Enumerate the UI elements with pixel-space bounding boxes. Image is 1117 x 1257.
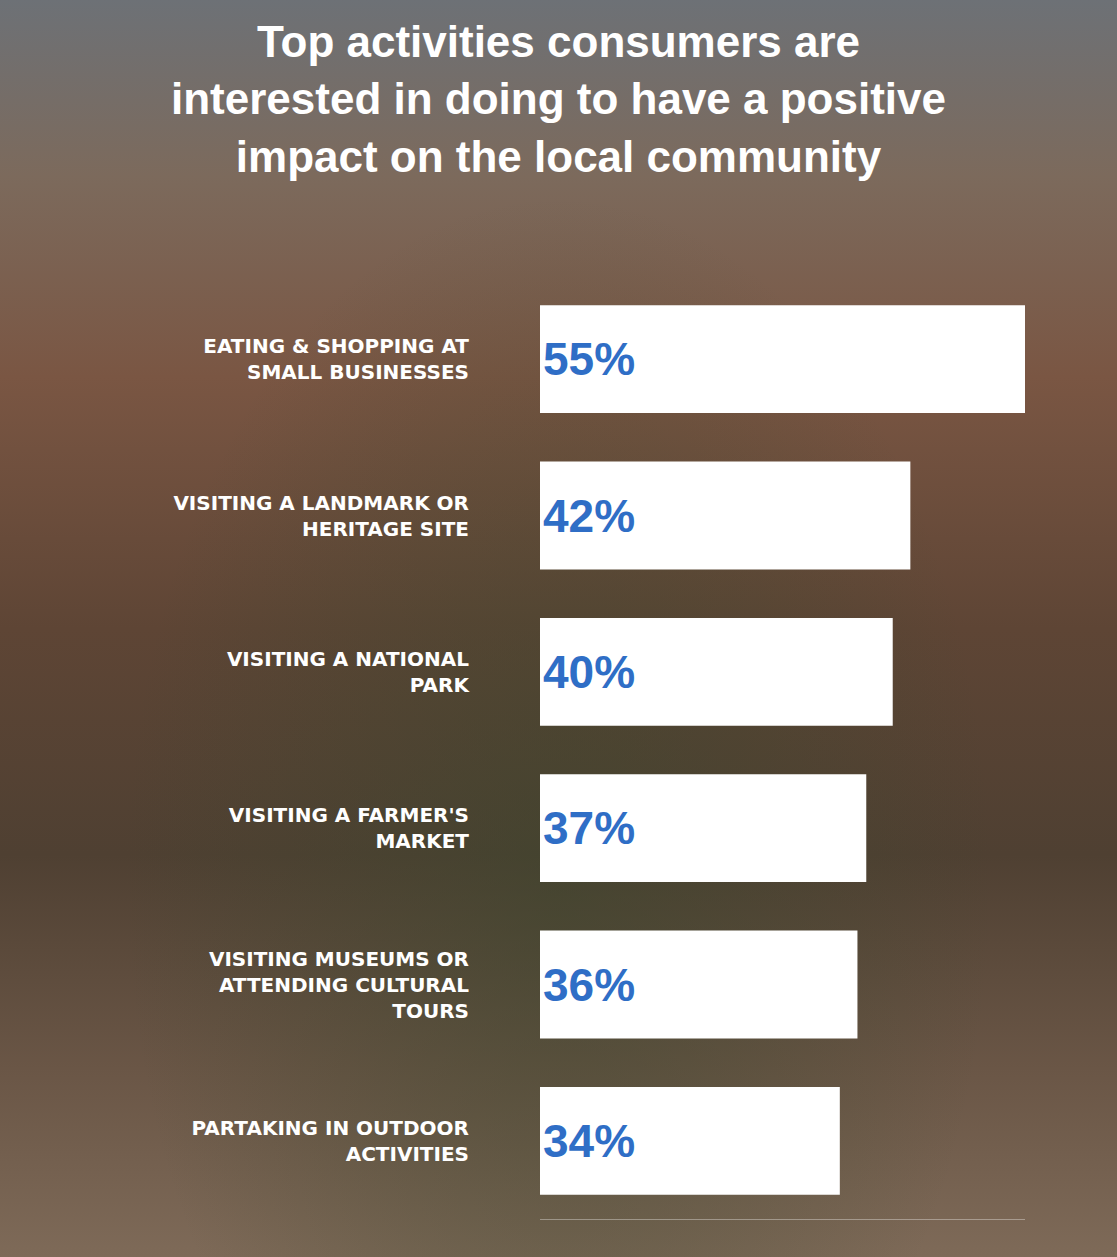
svg-text:42%: 42% [543, 490, 635, 542]
svg-text:37%: 37% [543, 802, 635, 854]
svg-text:Top activities consumers arein: Top activities consumers areinterested i… [171, 17, 946, 180]
svg-text:VISITING A NATIONALPARK: VISITING A NATIONALPARK [227, 647, 471, 697]
svg-text:PARTAKING IN OUTDOORACTIVITIES: PARTAKING IN OUTDOORACTIVITIES [192, 1116, 469, 1166]
svg-text:VISITING MUSEUMS ORATTENDING C: VISITING MUSEUMS ORATTENDING CULTURALTOU… [209, 947, 469, 1023]
svg-text:VISITING A LANDMARK ORHERITAGE: VISITING A LANDMARK ORHERITAGE SITE [173, 491, 469, 541]
svg-text:55%: 55% [543, 333, 635, 385]
svg-text:40%: 40% [543, 646, 635, 698]
svg-text:VISITING A FARMER'SMARKET: VISITING A FARMER'SMARKET [229, 803, 470, 853]
svg-text:36%: 36% [543, 959, 635, 1011]
svg-text:EATING & SHOPPING ATSMALL BUSI: EATING & SHOPPING ATSMALL BUSINESSES [203, 334, 469, 384]
svg-text:34%: 34% [543, 1115, 635, 1167]
